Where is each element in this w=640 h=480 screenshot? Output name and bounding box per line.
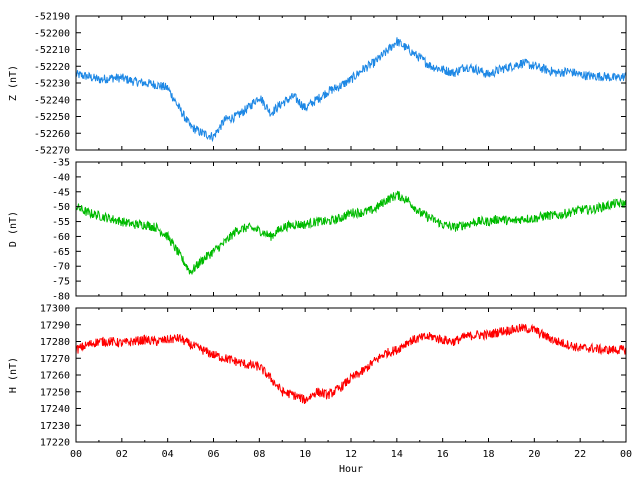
z-y-ticks: -52190 -52200 -52210 -52220 -52230 -52240 -522… <box>34 12 626 157</box>
y-tick-label: -52260 <box>34 129 70 140</box>
y-tick-label: -52220 <box>34 62 70 73</box>
h-series-line <box>75 323 627 405</box>
h-panel: 17300 17290 17280 17270 17260 17250 17240 17230… <box>8 304 627 449</box>
d-y-ticks: -35 -40 -45 -50 -55 -60 -65 -70 -75 -80 <box>52 158 626 303</box>
x-tick-label: 00 <box>70 449 82 460</box>
y-tick-label: -50 <box>52 202 70 213</box>
y-tick-label: 17240 <box>40 404 70 415</box>
x-tick-label: 04 <box>162 449 174 460</box>
d-plot-area <box>75 161 627 297</box>
x-tick-label: 08 <box>253 449 265 460</box>
x-tick-label: 12 <box>345 449 357 460</box>
y-tick-label: 17250 <box>40 387 70 398</box>
x-tick-label: 20 <box>528 449 540 460</box>
z-series-line <box>75 37 627 143</box>
y-tick-label: 17270 <box>40 354 70 365</box>
z-panel: -52190 -52200 -52210 -52220 -52230 -52240 -522… <box>8 12 627 157</box>
x-tick-label: 18 <box>482 449 494 460</box>
y-tick-label: 17280 <box>40 337 70 348</box>
x-tick-label: 10 <box>299 449 311 460</box>
h-y-ticks: 17300 17290 17280 17270 17260 17250 17240 17230… <box>40 304 626 449</box>
x-axis-ticks: 00 02 04 06 08 10 12 14 16 18 20 22 00 <box>70 449 632 460</box>
d-series-line <box>75 190 627 275</box>
x-tick-label: 02 <box>116 449 128 460</box>
y-tick-label: -45 <box>52 187 70 198</box>
y-tick-label: -35 <box>52 158 70 169</box>
y-tick-label: -80 <box>52 292 70 303</box>
h-axis-label: H (nT) <box>8 357 19 393</box>
y-tick-label: -52240 <box>34 95 70 106</box>
y-tick-label: -70 <box>52 262 70 273</box>
y-tick-label: -75 <box>52 277 70 288</box>
y-tick-label: -40 <box>52 172 70 183</box>
y-tick-label: -52270 <box>34 146 70 157</box>
y-tick-label: -52190 <box>34 12 70 23</box>
x-axis-label: Hour <box>339 464 363 475</box>
y-tick-label: 17300 <box>40 304 70 315</box>
d-panel: -35 -40 -45 -50 -55 -60 -65 -70 -75 -80 D (nT) <box>8 158 627 303</box>
x-tick-label: 14 <box>391 449 403 460</box>
y-tick-label: -52230 <box>34 79 70 90</box>
y-tick-label: 17260 <box>40 371 70 382</box>
d-axis-label: D (nT) <box>8 211 19 247</box>
y-tick-label: 17220 <box>40 438 70 449</box>
y-tick-label: -52210 <box>34 45 70 56</box>
x-tick-label: 16 <box>437 449 449 460</box>
x-tick-label: 22 <box>574 449 586 460</box>
y-tick-label: -52200 <box>34 28 70 39</box>
y-tick-label: -60 <box>52 232 70 243</box>
x-tick-label: 00 <box>620 449 632 460</box>
y-tick-label: -55 <box>52 217 70 228</box>
x-tick-label: 06 <box>207 449 219 460</box>
y-tick-label: 17290 <box>40 320 70 331</box>
y-tick-label: -52250 <box>34 112 70 123</box>
z-axis-label: Z (nT) <box>8 65 19 101</box>
y-tick-label: -65 <box>52 247 70 258</box>
y-tick-label: 17230 <box>40 421 70 432</box>
